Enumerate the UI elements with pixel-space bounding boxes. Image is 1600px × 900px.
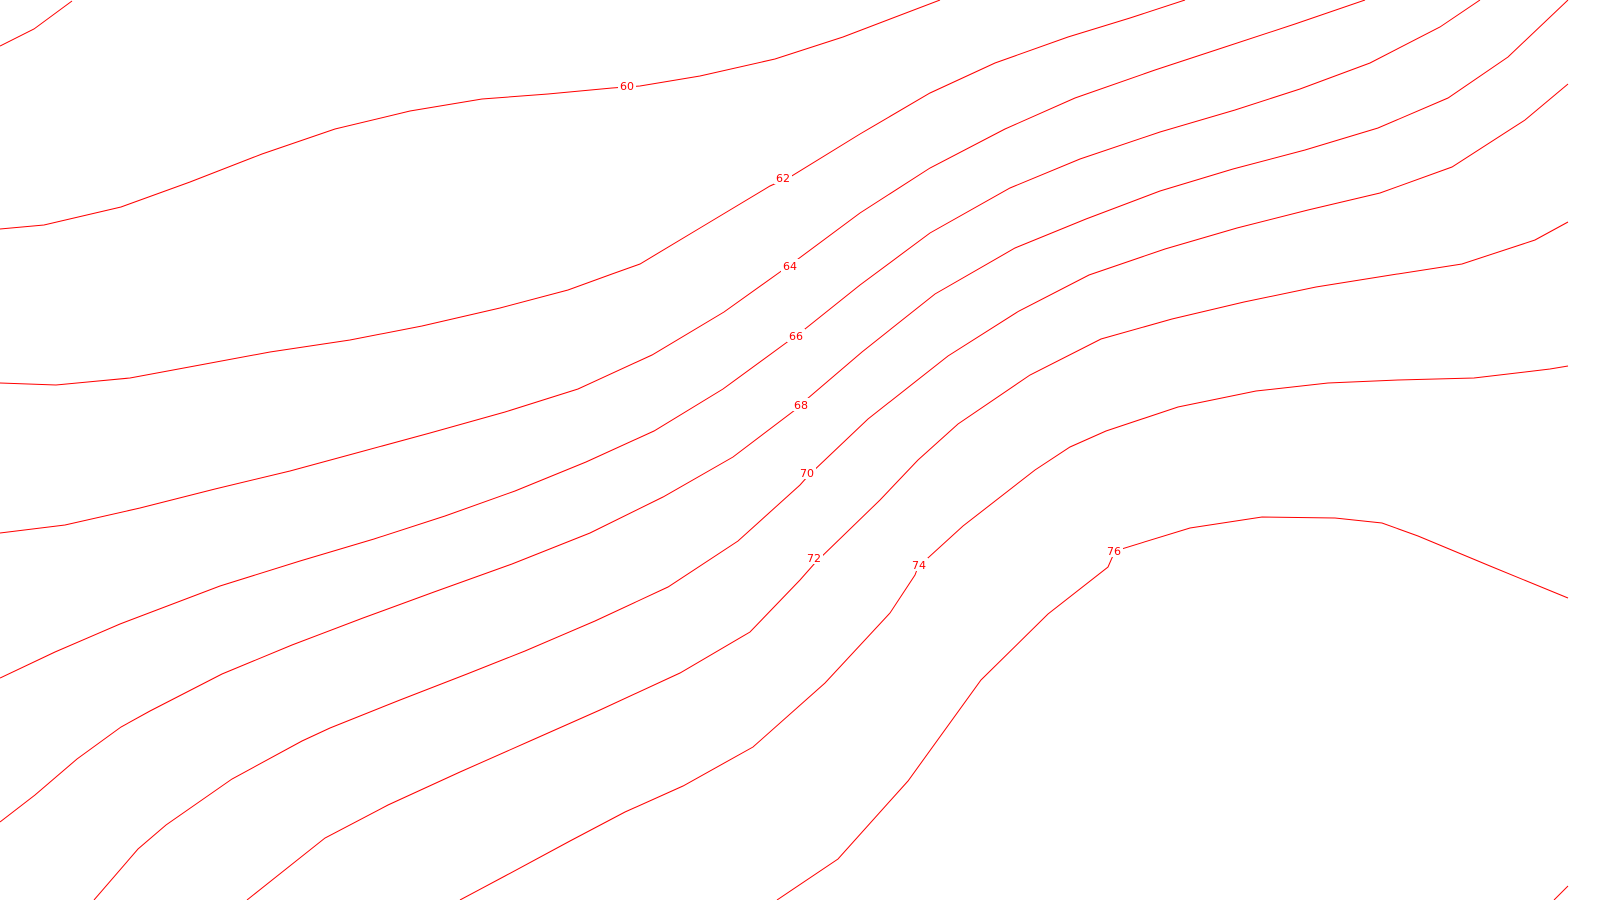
contour-label-bg-66: [787, 329, 805, 342]
contour-line-76: [776, 516, 1569, 900]
contour-label-62: 62: [776, 172, 790, 185]
contour-label-bg-68: [792, 398, 810, 411]
contour-line-70: [93, 83, 1569, 900]
contour-label-bg-64: [781, 259, 799, 272]
contour-label-bg-72: [805, 551, 823, 564]
contour-line-64: [0, 0, 1366, 534]
contour-label-bg-70: [798, 466, 816, 479]
contour-label-bg-62: [774, 171, 792, 184]
contour-line-62: [0, 0, 1186, 386]
contour-label-76: 76: [1107, 545, 1121, 558]
contour-label-72: 72: [807, 552, 821, 565]
contour-line-72: [246, 221, 1569, 900]
contour-label-74: 74: [912, 559, 926, 572]
contour-label-66: 66: [789, 330, 803, 343]
contour-line-60: [0, 0, 941, 230]
contour-label-bg-74: [910, 558, 928, 571]
contour-line-68: [0, 0, 1569, 823]
contour-label-60: 60: [620, 80, 634, 93]
contour-label-70: 70: [800, 467, 814, 480]
contour-line-74: [459, 365, 1569, 900]
contour-line-66: [0, 0, 1481, 679]
contour-label-68: 68: [794, 399, 808, 412]
contour-label-64: 64: [783, 260, 797, 273]
contour-line-78: [1553, 885, 1569, 900]
contour-line-58: [0, 0, 73, 47]
contour-label-bg-76: [1105, 544, 1123, 557]
contour-label-bg-60: [618, 79, 636, 92]
